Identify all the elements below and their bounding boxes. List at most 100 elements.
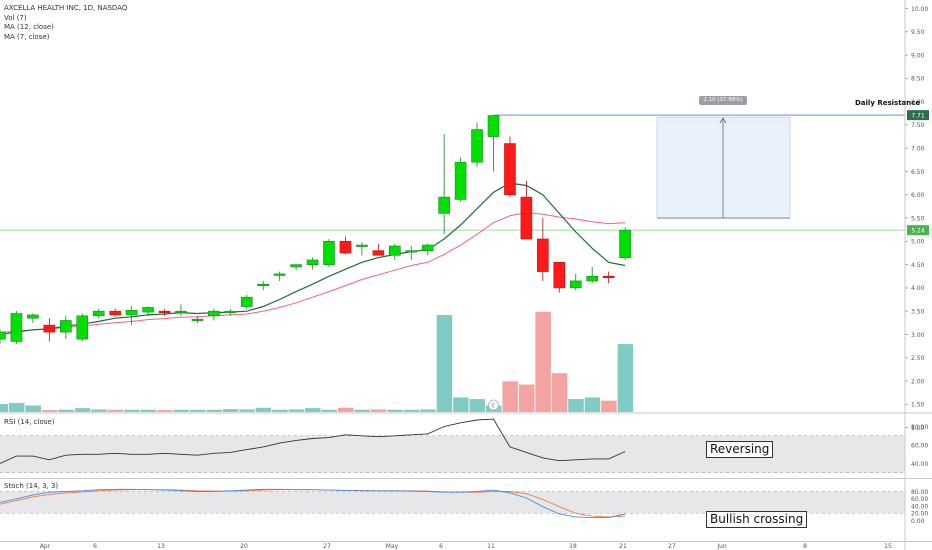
rsi-tick-label: 60.00	[911, 442, 928, 449]
candle-body	[257, 283, 270, 286]
x-tick-label: 27	[668, 543, 676, 550]
volume-bar	[74, 408, 91, 412]
volume-bar	[601, 400, 617, 412]
price-tick-label: 10.00	[911, 6, 928, 13]
earnings-marker	[488, 399, 499, 411]
volume-bar	[551, 373, 568, 412]
price-tick-label: 7.50	[911, 122, 925, 129]
x-tick-label: 20	[240, 543, 248, 550]
candle-body	[76, 315, 89, 340]
candle-body	[569, 280, 582, 289]
stoch-band	[0, 491, 905, 514]
candle-body	[109, 310, 121, 316]
volume-bar	[584, 397, 601, 412]
candle-body	[421, 244, 434, 251]
volume-bar	[403, 409, 420, 412]
volume-bar	[25, 405, 41, 412]
price-tick-label: 6.50	[911, 169, 925, 176]
candle-body	[10, 313, 23, 342]
volume-bar	[420, 409, 436, 412]
volume-bars: E	[0, 311, 634, 412]
volume-bar	[288, 409, 305, 412]
volume-bar	[453, 397, 469, 412]
legend-stoch: Stoch (14, 3, 3)	[4, 482, 59, 490]
candle-body	[405, 250, 418, 253]
candles	[0, 115, 631, 344]
price-legend: AXCELLA HEALTH INC, 1D, NASDAQ Vol (7) M…	[4, 4, 127, 42]
candle-body	[175, 310, 187, 313]
ma7-line	[0, 182, 626, 336]
bullish-crossing-note[interactable]: Bullish crossing	[706, 511, 808, 528]
volume-bar	[206, 409, 222, 412]
candle-body	[158, 310, 171, 313]
volume-bar	[41, 410, 58, 412]
volume-bar	[239, 409, 255, 412]
candle-body	[619, 229, 631, 258]
volume-bar	[255, 407, 272, 412]
current-price-tag	[907, 225, 929, 236]
reversing-note[interactable]: Reversing	[706, 441, 774, 458]
price-tick-label: 9.50	[911, 29, 925, 36]
candle-body	[323, 241, 335, 265]
candle-body	[273, 273, 286, 276]
candle-body	[356, 244, 368, 247]
candle-body	[339, 241, 352, 254]
earnings-marker-label: E	[492, 403, 496, 410]
candle-body	[487, 115, 500, 137]
stoch-tick-label: 40.00	[911, 503, 928, 510]
candle-body	[602, 275, 615, 279]
volume-bar	[8, 402, 25, 412]
rsi-tick-label: 80.00	[911, 424, 928, 431]
candle-body	[306, 259, 319, 265]
volume-bar	[469, 399, 486, 412]
candle-body	[290, 264, 302, 268]
candle-body	[471, 129, 483, 163]
volume-bar	[354, 409, 370, 412]
candle-body	[553, 261, 566, 289]
volume-bar	[91, 409, 107, 412]
x-tick-label: Apr	[40, 543, 51, 550]
stoch-tick-label: 0.00	[911, 518, 925, 525]
candle-body	[43, 324, 56, 333]
measure-box	[656, 116, 791, 219]
candle-body	[537, 238, 549, 272]
legend-title: AXCELLA HEALTH INC, 1D, NASDAQ	[4, 4, 128, 12]
legend-rsi: RSI (14, close)	[4, 418, 55, 426]
volume-bar	[617, 344, 634, 412]
volume-bar	[535, 311, 551, 412]
volume-bar	[124, 409, 140, 412]
volume-bar	[370, 409, 387, 412]
candle-body	[191, 318, 204, 321]
legend-vol: Vol (7)	[4, 13, 27, 22]
x-tick-label: 11	[487, 543, 495, 550]
measure-badge: 2.10 (37.88%) 210	[699, 96, 747, 112]
price-tick-label: 3.00	[911, 332, 925, 339]
x-tick-label: Jun	[716, 543, 727, 550]
candle-body	[27, 314, 39, 319]
price-tick-label: 4.50	[911, 262, 925, 269]
stoch-tick-label: 80.00	[911, 489, 928, 496]
rsi-tick-label: 40.00	[911, 461, 928, 468]
candle-body	[142, 307, 154, 313]
volume-bar	[568, 399, 584, 412]
price-tick-label: 5.00	[911, 239, 925, 246]
price-tick-label: 8.00	[911, 99, 925, 106]
volume-bar	[140, 409, 157, 412]
resistance-price-label: 7.71	[911, 112, 925, 119]
volume-bar	[189, 409, 206, 412]
x-tick-label: 6	[439, 543, 443, 550]
candle-body	[0, 331, 6, 340]
volume-bar	[173, 409, 189, 412]
x-tick-label: 15	[884, 543, 892, 550]
x-tick-label: 6	[93, 543, 97, 550]
price-tick-label: 5.50	[911, 215, 925, 222]
volume-bar	[222, 409, 239, 412]
rsi-pane: 40.00 60.00 80.00	[0, 418, 928, 474]
resistance-label: Daily Resistance	[855, 99, 921, 107]
price-tick-label: 7.00	[911, 146, 925, 153]
x-tick-label: May	[386, 543, 399, 550]
candle-body	[586, 275, 599, 282]
volume-bar	[305, 408, 321, 412]
